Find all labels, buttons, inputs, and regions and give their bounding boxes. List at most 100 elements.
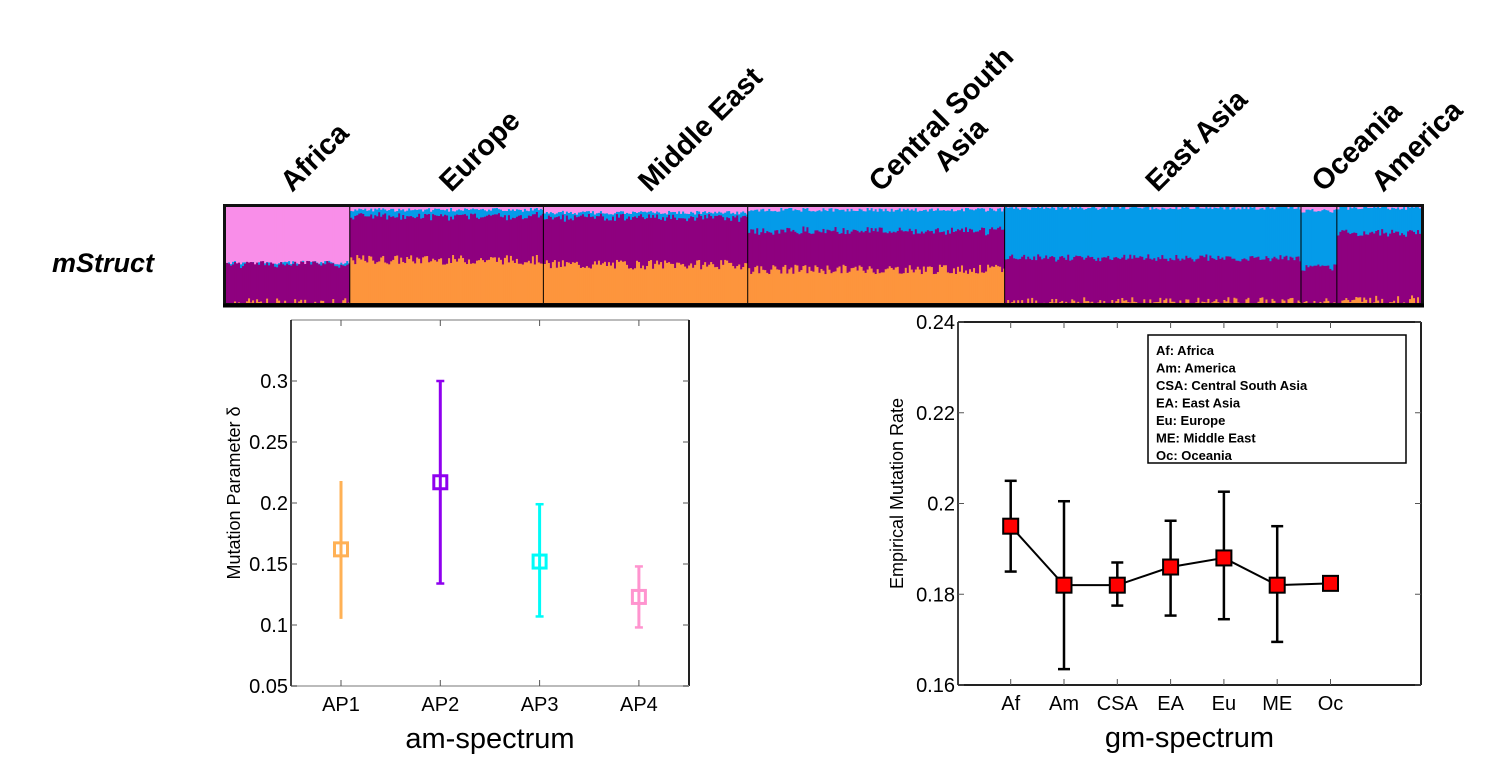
structure-bar-segment — [796, 210, 799, 234]
structure-bar-segment — [330, 263, 333, 304]
structure-bar-segment — [888, 231, 892, 267]
x-tick-label: ME — [1262, 693, 1292, 715]
structure-bar-segment — [376, 209, 379, 217]
structure-bar-segment — [1281, 259, 1285, 300]
structure-bar-segment — [920, 207, 924, 212]
structure-bar-segment — [928, 266, 932, 304]
structure-bar-segment — [519, 215, 523, 265]
structure-bar-segment — [1049, 302, 1052, 304]
structure-bar-segment — [1329, 207, 1332, 213]
structure-bar-segment — [547, 215, 551, 264]
structure-bar-segment — [585, 217, 589, 267]
structure-bar-segment — [597, 207, 601, 214]
structure-bar-segment — [1039, 208, 1042, 257]
structure-bar-segment — [752, 229, 755, 273]
structure-bar-segment — [1055, 261, 1058, 300]
structure-bar-segment — [314, 301, 317, 304]
structure-bar-segment — [1207, 298, 1210, 304]
structure-bar-segment — [489, 215, 493, 258]
structure-bar-segment — [456, 261, 459, 304]
structure-bar-segment — [999, 266, 1002, 304]
structure-bar-segment — [611, 262, 615, 304]
structure-bar-segment — [456, 214, 459, 262]
structure-bar-segment — [476, 217, 479, 261]
structure-bar-segment — [394, 256, 397, 304]
structure-bar-segment — [555, 213, 559, 218]
x-tick-label: Eu — [1212, 693, 1236, 715]
structure-bar-segment — [539, 208, 543, 216]
structure-bar-segment — [798, 207, 802, 211]
structure-bar-segment — [942, 207, 946, 211]
structure-bar-segment — [834, 271, 838, 304]
structure-bar-segment — [910, 207, 914, 210]
structure-bar-segment — [766, 231, 769, 274]
structure-bar-segment — [406, 257, 409, 304]
structure-bar-segment — [1339, 231, 1342, 304]
structure-bar-segment — [302, 207, 305, 262]
structure-bar-segment — [446, 207, 449, 210]
structure-bar-segment — [1211, 209, 1214, 259]
structure-bar-segment — [1315, 211, 1319, 266]
structure-bar-segment — [1169, 208, 1172, 259]
structure-bar-segment — [632, 207, 635, 212]
structure-bar-segment — [1177, 209, 1180, 259]
structure-bar-segment — [1143, 259, 1146, 300]
structure-bar-segment — [450, 207, 453, 217]
structure-bar-segment — [1073, 207, 1076, 258]
structure-bar-segment — [848, 207, 852, 212]
structure-bar-segment — [549, 207, 553, 213]
structure-bar-segment — [1165, 258, 1168, 299]
structure-bar-segment — [694, 264, 697, 304]
structure-bar-segment — [1155, 208, 1158, 262]
structure-bar-segment — [808, 210, 812, 234]
structure-bar-segment — [366, 216, 369, 263]
structure-bar-segment — [1125, 209, 1128, 261]
structure-bar-segment — [1287, 208, 1291, 261]
structure-bar-segment — [870, 228, 874, 269]
structure-bar-segment — [680, 207, 683, 215]
structure-bar-segment — [1239, 209, 1243, 262]
structure-bar-segment — [1155, 207, 1158, 209]
structure-bar-segment — [1029, 207, 1032, 211]
structure-bar-segment — [854, 210, 858, 231]
structure-bar-segment — [412, 210, 415, 218]
structure-region — [748, 207, 1006, 304]
structure-bar-segment — [1399, 207, 1402, 210]
structure-bar-segment — [503, 207, 507, 212]
structure-bar-segment — [634, 216, 637, 269]
structure-bar-segment — [591, 211, 595, 217]
structure-bar-segment — [958, 210, 962, 231]
structure-bar-segment — [1041, 207, 1044, 260]
structure-bar-segment — [1201, 255, 1204, 302]
structure-bar-segment — [1091, 256, 1094, 303]
structure-bar-segment — [1071, 207, 1074, 260]
structure-bar-segment — [804, 231, 808, 266]
structure-bar-segment — [468, 209, 471, 220]
structure-bar-segment — [434, 215, 437, 261]
structure-region — [1301, 207, 1338, 304]
structure-bar-segment — [298, 264, 301, 302]
structure-bar-segment — [762, 228, 765, 271]
structure-bar-segment — [482, 217, 485, 261]
structure-bar-segment — [1221, 257, 1224, 304]
structure-bar-segment — [756, 265, 759, 304]
structure-bar-segment — [559, 219, 563, 268]
structure-bar-segment — [543, 207, 547, 214]
structure-bar-segment — [1025, 207, 1028, 260]
structure-bar-segment — [1259, 208, 1263, 261]
structure-bar-segment — [1165, 209, 1168, 260]
structure-bar-segment — [1193, 207, 1196, 210]
structure-bar-segment — [1115, 301, 1118, 304]
structure-bar-segment — [702, 264, 705, 304]
structure-bar-segment — [958, 271, 962, 304]
structure-bar-segment — [1283, 207, 1287, 257]
structure-bar-segment — [770, 207, 773, 212]
structure-bar-segment — [1083, 297, 1086, 304]
structure-bar-segment — [706, 266, 709, 304]
structure-bar-segment — [549, 216, 553, 269]
structure-bar-segment — [523, 207, 527, 210]
structure-bar-segment — [826, 265, 830, 304]
structure-bar-segment — [242, 266, 245, 304]
structure-bar-segment — [832, 211, 836, 231]
